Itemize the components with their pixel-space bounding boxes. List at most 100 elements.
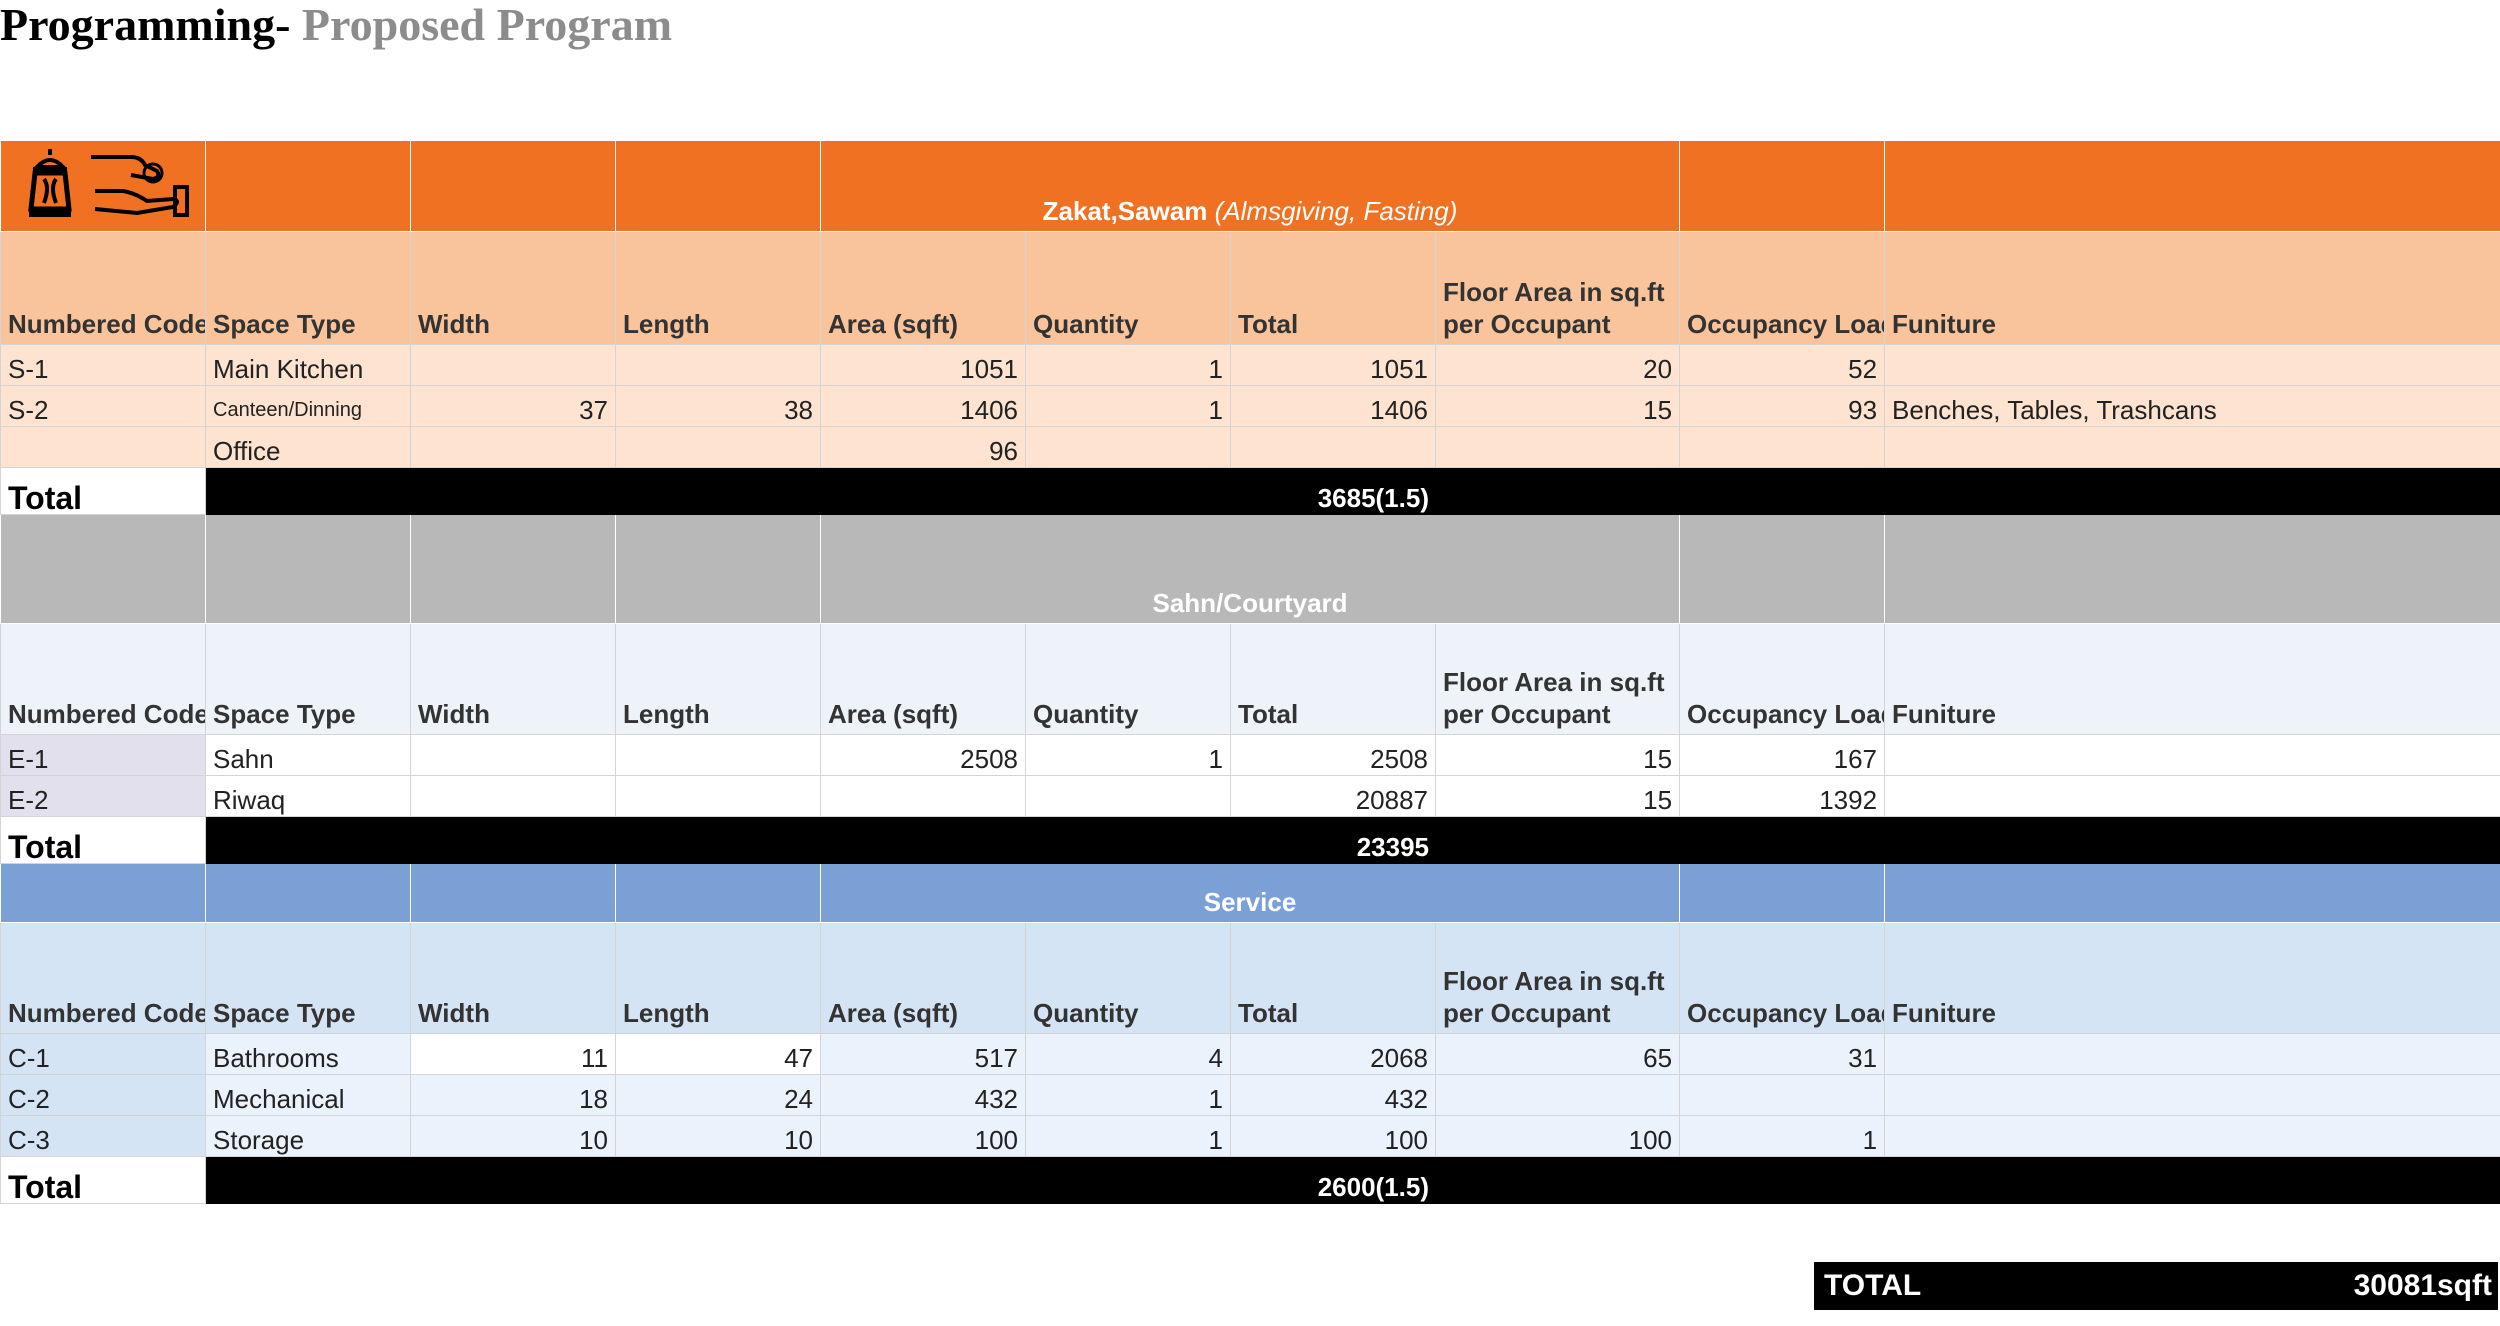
section-total-row: Total 3685(1.5)	[0, 467, 2500, 515]
cell-space-type: Canteen/Dinning	[205, 385, 411, 427]
col-header-space-type: Space Type	[205, 922, 411, 1034]
cell-space-type: Sahn	[205, 734, 411, 776]
cell-space-type: Storage	[205, 1115, 411, 1157]
cell-quantity: 1	[1025, 734, 1231, 776]
col-header-occupancy: Occupancy Load	[1679, 922, 1886, 1034]
cell-occupancy: 167	[1679, 734, 1886, 776]
total-label: Total	[0, 816, 206, 864]
cell-width: 37	[410, 385, 616, 427]
cell-code: C-2	[0, 1074, 206, 1116]
cell-furniture	[1884, 1074, 2500, 1116]
table-row: Office 96	[0, 426, 2500, 468]
section-banner: Zakat,Sawam (Almsgiving, Fasting)	[0, 140, 2500, 232]
column-header-row: Numbered Code Space Type Width Length Ar…	[0, 231, 2500, 345]
cell-area	[820, 775, 1026, 817]
cell-length: 24	[615, 1074, 821, 1116]
col-header-occupancy: Occupancy Load	[1679, 231, 1886, 345]
cell-width: 11	[410, 1033, 616, 1075]
total-value: 3685(1.5)	[205, 467, 1436, 515]
cell-floor-area: 15	[1434, 775, 1681, 817]
cell-total: 20887	[1230, 775, 1436, 817]
cell-furniture	[1884, 734, 2500, 776]
col-header-area: Area (sqft)	[820, 231, 1026, 345]
cell-width: 18	[410, 1074, 616, 1116]
cell-floor-area: 100	[1434, 1115, 1681, 1157]
section-banner: Sahn/Courtyard	[0, 514, 2500, 624]
cell-total: 1406	[1230, 385, 1436, 427]
cell-floor-area: 15	[1434, 734, 1681, 776]
col-header-floor-area: Floor Area in sq.ft per Occupant	[1434, 922, 1681, 1034]
cell-total: 100	[1230, 1115, 1436, 1157]
cell-quantity: 4	[1025, 1033, 1231, 1075]
cell-total: 2068	[1230, 1033, 1436, 1075]
col-header-code: Numbered Code	[0, 623, 206, 735]
col-header-code: Numbered Code	[0, 231, 206, 345]
col-header-quantity: Quantity	[1025, 922, 1231, 1034]
cell-space-type: Riwaq	[205, 775, 411, 817]
cell-furniture	[1884, 426, 2500, 468]
cell-furniture	[1884, 775, 2500, 817]
cell-furniture	[1884, 1033, 2500, 1075]
cell-area: 100	[820, 1115, 1026, 1157]
cell-quantity: 1	[1025, 1115, 1231, 1157]
cell-length: 10	[615, 1115, 821, 1157]
column-header-row: Numbered Code Space Type Width Length Ar…	[0, 922, 2500, 1034]
cell-occupancy	[1679, 426, 1886, 468]
cell-quantity	[1025, 775, 1231, 817]
cell-space-type: Mechanical	[205, 1074, 411, 1116]
col-header-width: Width	[410, 231, 616, 345]
cell-floor-area	[1434, 426, 1681, 468]
cell-length	[615, 734, 821, 776]
table-row: S-1 Main Kitchen 1051 1 1051 20 52	[0, 344, 2500, 386]
cell-floor-area: 20	[1434, 344, 1681, 386]
cell-occupancy: 1392	[1679, 775, 1886, 817]
col-header-furniture: Funiture	[1884, 922, 2500, 1034]
cell-area: 2508	[820, 734, 1026, 776]
section-service: Service Numbered Code Space Type Width L…	[0, 863, 2500, 1204]
cell-space-type: Bathrooms	[205, 1033, 411, 1075]
table-row: S-2 Canteen/Dinning 37 38 1406 1 1406 15…	[0, 385, 2500, 427]
cell-code: E-2	[0, 775, 206, 817]
cell-total: 1051	[1230, 344, 1436, 386]
col-header-total: Total	[1230, 623, 1436, 735]
lantern-icon	[28, 149, 72, 217]
cell-length: 47	[615, 1033, 821, 1075]
cell-length	[615, 775, 821, 817]
table-row: C-3 Storage 10 10 100 1 100 100 1	[0, 1115, 2500, 1157]
cell-quantity: 1	[1025, 385, 1231, 427]
cell-length	[615, 344, 821, 386]
grand-total-value: 30081sqft	[2353, 1269, 2492, 1302]
cell-code: C-1	[0, 1033, 206, 1075]
col-header-total: Total	[1230, 922, 1436, 1034]
col-header-area: Area (sqft)	[820, 922, 1026, 1034]
cell-code	[0, 426, 206, 468]
cell-quantity: 1	[1025, 1074, 1231, 1116]
cell-width: 10	[410, 1115, 616, 1157]
col-header-area: Area (sqft)	[820, 623, 1026, 735]
table-row: C-1 Bathrooms 11 47 517 4 2068 65 31	[0, 1033, 2500, 1075]
cell-width	[410, 775, 616, 817]
cell-occupancy: 1	[1679, 1115, 1886, 1157]
cell-furniture	[1884, 1115, 2500, 1157]
grand-total-bar: TOTAL 30081sqft	[1814, 1262, 2498, 1310]
grand-total-label: TOTAL	[1824, 1269, 1922, 1302]
col-header-furniture: Funiture	[1884, 623, 2500, 735]
cell-code: E-1	[0, 734, 206, 776]
section-zakat-sawam: Zakat,Sawam (Almsgiving, Fasting) Number…	[0, 140, 2500, 515]
cell-floor-area	[1434, 1074, 1681, 1116]
cell-floor-area: 65	[1434, 1033, 1681, 1075]
cell-occupancy: 52	[1679, 344, 1886, 386]
total-label: Total	[0, 1156, 206, 1204]
cell-total: 432	[1230, 1074, 1436, 1116]
table-row: E-2 Riwaq 20887 15 1392	[0, 775, 2500, 817]
cell-width	[410, 426, 616, 468]
col-header-occupancy: Occupancy Load	[1679, 623, 1886, 735]
section-title: Sahn/Courtyard	[819, 514, 1681, 624]
cell-floor-area: 15	[1434, 385, 1681, 427]
table-row: E-1 Sahn 2508 1 2508 15 167	[0, 734, 2500, 776]
section-subtitle: (Almsgiving, Fasting)	[1214, 196, 1458, 226]
cell-length	[615, 426, 821, 468]
col-header-code: Numbered Code	[0, 922, 206, 1034]
cell-total: 2508	[1230, 734, 1436, 776]
cell-space-type: Main Kitchen	[205, 344, 411, 386]
